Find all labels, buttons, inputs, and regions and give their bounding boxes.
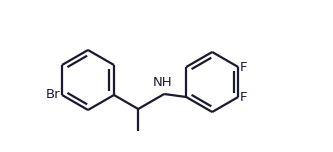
Text: NH: NH: [153, 76, 172, 89]
Text: F: F: [240, 60, 248, 74]
Text: F: F: [240, 90, 248, 104]
Text: Br: Br: [45, 88, 60, 102]
